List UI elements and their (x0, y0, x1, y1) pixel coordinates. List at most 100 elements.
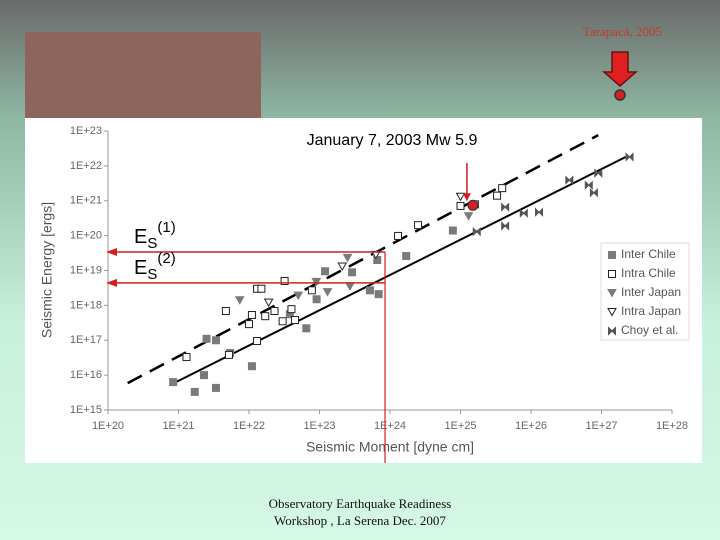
y-tick-label: 1E+15 (70, 404, 102, 416)
data-point (224, 350, 233, 359)
data-point (302, 324, 311, 333)
data-point (348, 268, 357, 277)
data-point (472, 226, 481, 237)
data-point (342, 253, 353, 263)
data-point (234, 296, 245, 305)
y-tick-label: 1E+16 (70, 369, 102, 381)
caption-arrow (602, 51, 638, 87)
data-point (263, 298, 274, 308)
data-point (182, 353, 191, 362)
data-point (321, 267, 330, 276)
x-tick-label: 1E+24 (374, 420, 406, 432)
data-point (535, 207, 544, 217)
decor-block (25, 32, 261, 118)
footer-line: Observatory Earthquake Readiness (269, 496, 452, 511)
legend-label: Intra Chile (621, 266, 676, 280)
data-point (200, 371, 209, 380)
y-tick-label: 1E+17 (70, 334, 102, 346)
estimate-label-sup: (1) (157, 219, 175, 236)
x-axis-title: Seismic Moment [dyne cm] (306, 439, 474, 455)
data-point (374, 290, 383, 299)
estimate-label-base: E (134, 226, 147, 248)
data-point (456, 201, 465, 210)
legend-box (600, 242, 690, 341)
estimate-label-sup: (2) (157, 250, 175, 267)
data-point (455, 192, 466, 202)
data-point (247, 362, 256, 371)
data-point (261, 312, 270, 321)
event-arrow-head (462, 193, 471, 202)
estimate-arrow-head (106, 278, 117, 287)
x-tick-label: 1E+28 (656, 420, 688, 432)
data-point (584, 180, 593, 190)
y-tick-label: 1E+18 (70, 299, 102, 311)
data-point (589, 188, 598, 198)
x-tick-label: 1E+25 (444, 420, 476, 432)
data-point (565, 175, 574, 185)
data-point (293, 291, 304, 301)
data-point (278, 317, 287, 326)
data-point (280, 276, 289, 285)
y-tick-label: 1E+22 (70, 160, 102, 172)
legend-marker (608, 251, 616, 259)
legend-label: Intra Japan (621, 304, 681, 318)
y-tick-label: 1E+20 (70, 230, 102, 242)
x-tick-label: 1E+22 (233, 420, 265, 432)
data-point (414, 221, 423, 230)
data-point (402, 252, 411, 261)
footer-line: Workshop , La Serena Dec. 2007 (274, 513, 446, 528)
legend-marker (608, 270, 616, 278)
data-point (312, 295, 321, 304)
data-point (211, 383, 220, 392)
y-axis-title: Seismic Energy [ergs] (39, 202, 55, 338)
data-point (365, 286, 374, 295)
data-point (291, 316, 300, 325)
data-point (498, 184, 507, 193)
caption-dot (614, 89, 626, 101)
data-point (245, 320, 253, 329)
estimate-label: ES(1) (134, 219, 176, 252)
data-point (190, 387, 199, 396)
data-point (625, 152, 634, 162)
data-point (257, 284, 266, 293)
data-point (202, 334, 211, 343)
legend-label: Choy et al. (621, 323, 678, 337)
data-point (501, 221, 510, 231)
legend-marker (608, 326, 616, 336)
data-point (337, 262, 348, 272)
data-point (211, 336, 220, 345)
estimate-label-base: E (134, 257, 147, 279)
data-point (463, 212, 474, 221)
event-point (467, 199, 479, 211)
data-point (394, 231, 403, 240)
estimate-label-sub: S (147, 235, 157, 252)
data-point (519, 208, 528, 218)
x-tick-label: 1E+21 (162, 420, 194, 432)
x-tick-label: 1E+20 (92, 420, 124, 432)
data-point (270, 306, 279, 315)
estimate-arrow-head (106, 247, 117, 256)
data-point (311, 277, 322, 287)
data-point (594, 168, 603, 178)
y-tick-label: 1E+19 (70, 264, 102, 276)
legend-label: Inter Chile (621, 247, 676, 261)
data-point (221, 306, 230, 315)
data-point (169, 378, 178, 387)
data-point (501, 202, 510, 212)
data-point (307, 286, 316, 295)
caption: Tarapacá, 2005 (583, 24, 662, 39)
fit-line (169, 156, 627, 386)
chart-title: January 7, 2003 Mw 5.9 (307, 132, 478, 149)
data-point (493, 191, 502, 200)
x-tick-label: 1E+27 (585, 420, 617, 432)
data-point (247, 310, 256, 319)
data-point (448, 226, 457, 235)
estimate-label-sub: S (147, 266, 157, 283)
x-tick-label: 1E+26 (515, 420, 547, 432)
y-tick-label: 1E+23 (70, 125, 102, 137)
legend-marker (607, 308, 617, 317)
legend-marker (607, 289, 617, 298)
estimate-label: ES(2) (134, 250, 176, 283)
